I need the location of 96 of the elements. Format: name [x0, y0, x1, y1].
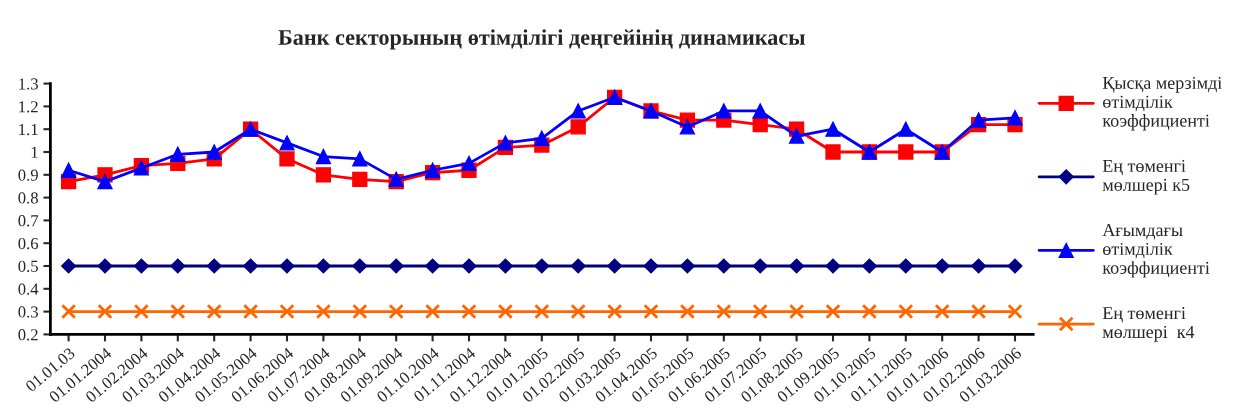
point	[279, 135, 295, 151]
point	[424, 303, 441, 320]
y-tick-label: 0.5	[18, 260, 38, 273]
point	[97, 303, 113, 320]
point	[898, 144, 914, 160]
point	[643, 258, 659, 274]
point	[716, 103, 732, 119]
point	[60, 162, 77, 178]
point	[934, 258, 950, 274]
point	[170, 146, 186, 162]
y-tick-label: 1.3	[19, 78, 38, 90]
point	[788, 303, 805, 320]
point	[534, 258, 550, 274]
point	[607, 258, 623, 274]
point	[861, 303, 878, 320]
point	[825, 258, 841, 274]
point	[534, 130, 550, 146]
point	[133, 303, 150, 320]
point	[934, 303, 950, 320]
point	[898, 121, 914, 137]
point	[1007, 110, 1023, 126]
point	[461, 303, 477, 320]
point	[497, 303, 514, 320]
point	[279, 303, 295, 320]
point	[388, 258, 404, 274]
point	[1007, 258, 1023, 274]
point	[679, 258, 695, 274]
point	[315, 258, 331, 274]
chart-title: Банк секторының өтімділігі деңгейінің динамикасы	[278, 29, 805, 50]
point	[461, 155, 477, 172]
point	[825, 303, 841, 320]
point	[570, 258, 586, 274]
point	[242, 303, 259, 320]
point	[352, 258, 368, 274]
y-tick-label: 0.7	[18, 215, 39, 227]
point	[315, 303, 332, 320]
point	[716, 303, 732, 320]
point	[643, 303, 659, 320]
point	[570, 303, 586, 320]
legend-label: Ағымдағы өтімділік коэффициенті	[1102, 224, 1210, 278]
point	[60, 303, 77, 320]
point	[206, 258, 222, 274]
point	[788, 128, 805, 144]
point	[279, 151, 295, 167]
point	[206, 144, 222, 160]
point	[170, 258, 186, 274]
y-tick-label: 0.2	[18, 329, 38, 341]
point	[1007, 303, 1023, 320]
point	[970, 112, 987, 128]
y-tick-label: 0.9	[18, 169, 38, 181]
point	[388, 303, 404, 320]
point	[825, 144, 841, 160]
y-tick-label: 0.3	[18, 306, 38, 318]
y-tick-label: 1.2	[19, 101, 38, 113]
point	[898, 258, 914, 274]
point	[315, 167, 332, 183]
point	[170, 303, 186, 320]
point	[971, 258, 987, 274]
point	[279, 258, 295, 274]
y-tick-label: 0.6	[18, 237, 39, 250]
y-tick-label: 0.8	[18, 192, 38, 204]
legend-label: Ең төменгі мөлшері к5	[1102, 159, 1190, 195]
point	[789, 258, 805, 274]
point	[352, 151, 368, 167]
legend-label: Қысқа мерзімді өтімділік коэффициенті	[1102, 76, 1222, 131]
point	[570, 119, 586, 135]
legend-label: Ең төменгі мөлшері к4	[1102, 307, 1195, 342]
point	[497, 258, 513, 274]
point	[970, 303, 987, 320]
point	[825, 121, 841, 137]
point	[497, 135, 514, 151]
point	[97, 174, 113, 190]
point	[679, 303, 696, 320]
point	[133, 258, 149, 274]
point	[61, 258, 77, 274]
point	[898, 303, 914, 320]
point	[752, 103, 768, 119]
point	[752, 258, 768, 274]
point	[97, 258, 113, 274]
point	[534, 303, 550, 320]
point	[425, 258, 441, 274]
point	[352, 303, 368, 320]
point	[861, 258, 877, 274]
y-tick-label: 1	[31, 146, 38, 158]
y-tick-label: 0.4	[18, 283, 39, 295]
point	[243, 258, 259, 274]
point	[315, 148, 332, 165]
point	[716, 258, 732, 274]
point	[606, 303, 623, 320]
point	[461, 258, 477, 274]
point	[679, 119, 696, 135]
y-tick-label: 1.1	[19, 123, 38, 136]
point	[570, 103, 586, 119]
point	[752, 303, 768, 320]
point	[206, 303, 222, 320]
point	[352, 171, 368, 187]
